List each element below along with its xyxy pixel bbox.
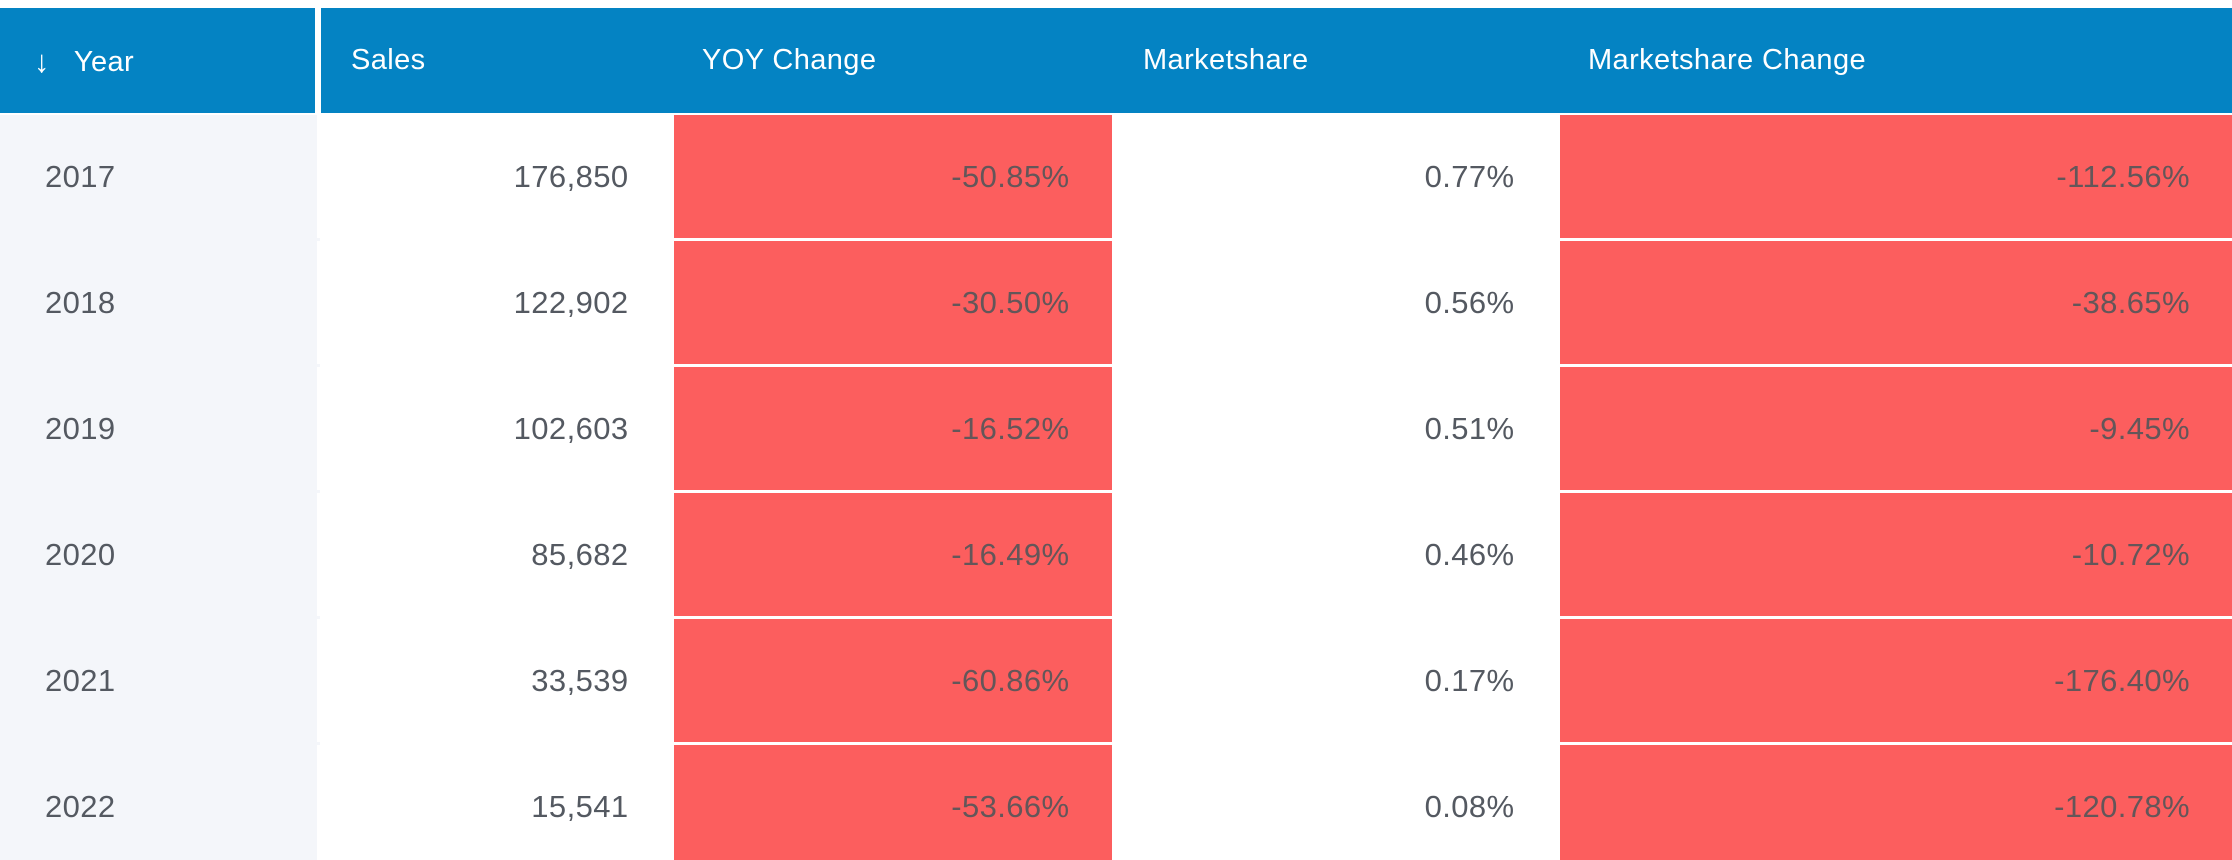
cell-marketshare[interactable]: 0.51% [1113, 365, 1560, 493]
cell-marketshare[interactable]: 0.77% [1113, 114, 1560, 241]
cell-marketshare[interactable]: 0.08% [1113, 743, 1560, 860]
cell-year[interactable]: 2022 [0, 743, 320, 860]
cell-yoy-change[interactable]: -30.50% [672, 239, 1115, 367]
cell-sales[interactable]: 122,902 [318, 239, 674, 367]
cell-marketshare-change[interactable]: -176.40% [1558, 617, 2232, 745]
cell-marketshare-change[interactable]: -38.65% [1558, 239, 2232, 367]
cell-yoy-change[interactable]: -50.85% [672, 114, 1115, 241]
cell-year[interactable]: 2021 [0, 617, 320, 745]
cell-marketshare[interactable]: 0.46% [1113, 491, 1560, 619]
data-table: ↓ Year Sales YOY Change Marketshare Marke… [0, 8, 2232, 860]
cell-sales[interactable]: 85,682 [318, 491, 674, 619]
column-header-year-label: Year [73, 45, 135, 78]
cell-marketshare-change[interactable]: -10.72% [1558, 491, 2232, 619]
cell-marketshare-change[interactable]: -120.78% [1558, 743, 2232, 860]
cell-yoy-change[interactable]: -53.66% [672, 743, 1115, 860]
column-header-marketshare-change[interactable]: Marketshare Change [1558, 8, 2232, 115]
sort-descending-icon: ↓ [34, 43, 50, 79]
cell-marketshare[interactable]: 0.56% [1113, 239, 1560, 367]
table-row: 2019 102,603 -16.52% 0.51% -9.45% [0, 365, 2232, 493]
column-header-sales[interactable]: Sales [318, 8, 672, 115]
cell-year[interactable]: 2019 [0, 365, 320, 493]
table-row: 2020 85,682 -16.49% 0.46% -10.72% [0, 491, 2232, 619]
column-header-yoy-change[interactable]: YOY Change [672, 8, 1113, 115]
column-header-year[interactable]: ↓ Year [0, 8, 321, 115]
cell-sales[interactable]: 176,850 [318, 114, 674, 241]
cell-year[interactable]: 2017 [0, 114, 320, 241]
cell-sales[interactable]: 102,603 [318, 365, 674, 493]
cell-year[interactable]: 2018 [0, 239, 320, 367]
table-row: 2017 176,850 -50.85% 0.77% -112.56% [0, 114, 2232, 241]
table-row: 2018 122,902 -30.50% 0.56% -38.65% [0, 239, 2232, 367]
table-row: 2022 15,541 -53.66% 0.08% -120.78% [0, 743, 2232, 860]
cell-marketshare[interactable]: 0.17% [1113, 617, 1560, 745]
cell-yoy-change[interactable]: -16.52% [672, 365, 1115, 493]
cell-yoy-change[interactable]: -16.49% [672, 491, 1115, 619]
cell-year[interactable]: 2020 [0, 491, 320, 619]
cell-marketshare-change[interactable]: -112.56% [1558, 114, 2232, 241]
column-header-marketshare[interactable]: Marketshare [1113, 8, 1558, 115]
header-row: ↓ Year Sales YOY Change Marketshare Marke… [0, 8, 2232, 115]
cell-sales[interactable]: 33,539 [318, 617, 674, 745]
cell-sales[interactable]: 15,541 [318, 743, 674, 860]
cell-yoy-change[interactable]: -60.86% [672, 617, 1115, 745]
table-row: 2021 33,539 -60.86% 0.17% -176.40% [0, 617, 2232, 745]
cell-marketshare-change[interactable]: -9.45% [1558, 365, 2232, 493]
